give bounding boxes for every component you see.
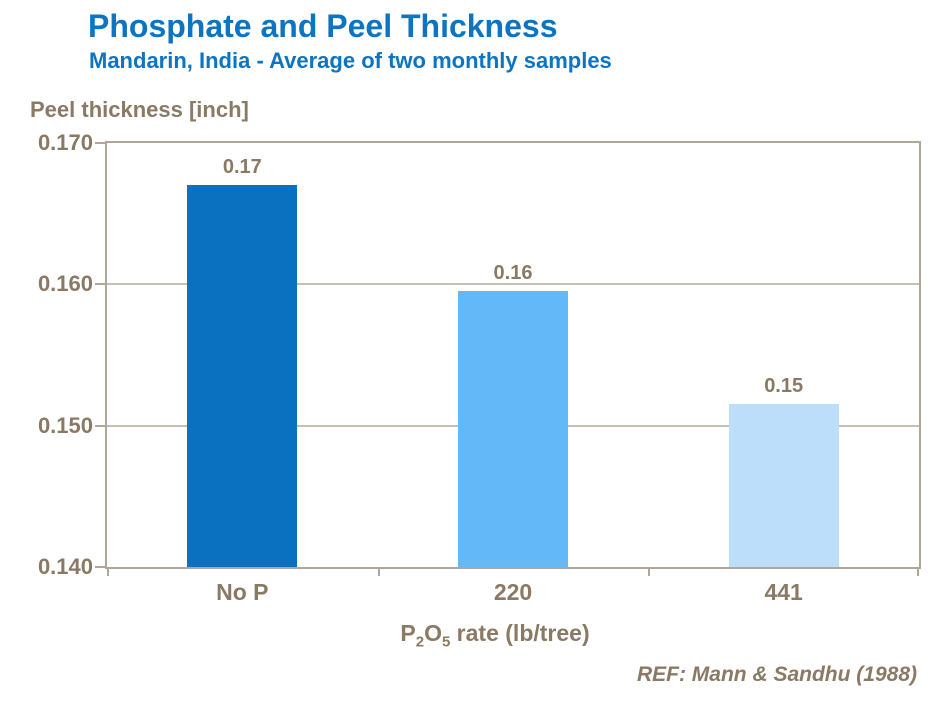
bar xyxy=(458,291,568,567)
x-tick xyxy=(107,567,109,576)
x-axis-title-part: O xyxy=(424,620,442,646)
y-axis-title: Peel thickness [inch] xyxy=(30,97,249,122)
x-tick xyxy=(377,567,380,576)
reference-text: REF: Mann & Sandhu (1988) xyxy=(636,663,917,686)
gridline xyxy=(107,283,919,286)
x-axis-title-subscript: 5 xyxy=(441,633,451,651)
x-tick xyxy=(648,567,651,576)
x-axis-title-part: rate (lb/tree) xyxy=(450,620,590,646)
x-axis-title: P2O5 rate (lb/tree) xyxy=(105,620,885,651)
y-tick-label: 0.170 xyxy=(37,130,93,155)
bar-value-label: 0.17 xyxy=(222,156,262,179)
category-label: 220 xyxy=(493,579,533,605)
y-tick xyxy=(95,283,105,286)
chart-title: Phosphate and Peel Thickness xyxy=(88,8,558,44)
category-label: 441 xyxy=(764,579,803,605)
y-tick-label: 0.140 xyxy=(37,554,93,579)
x-axis-title-subscript: 2 xyxy=(415,633,425,651)
chart-subtitle: Mandarin, India - Average of two monthly… xyxy=(89,48,612,73)
category-label: No P xyxy=(216,579,269,605)
x-tick xyxy=(917,567,919,576)
bar xyxy=(728,404,839,567)
y-tick xyxy=(95,566,105,568)
bar-value-label: 0.15 xyxy=(764,375,804,398)
y-tick-label: 0.150 xyxy=(37,412,93,438)
bar xyxy=(187,185,298,567)
y-tick-label: 0.160 xyxy=(37,271,93,297)
y-tick xyxy=(95,142,105,144)
plot-area: 0.140 0.150 0.160 0.170 0.17 No P 0.16 220 0.15 4… xyxy=(38,130,921,605)
x-axis-title-part: P xyxy=(400,620,416,646)
bar-value-label: 0.16 xyxy=(493,262,533,285)
y-tick xyxy=(95,424,105,427)
